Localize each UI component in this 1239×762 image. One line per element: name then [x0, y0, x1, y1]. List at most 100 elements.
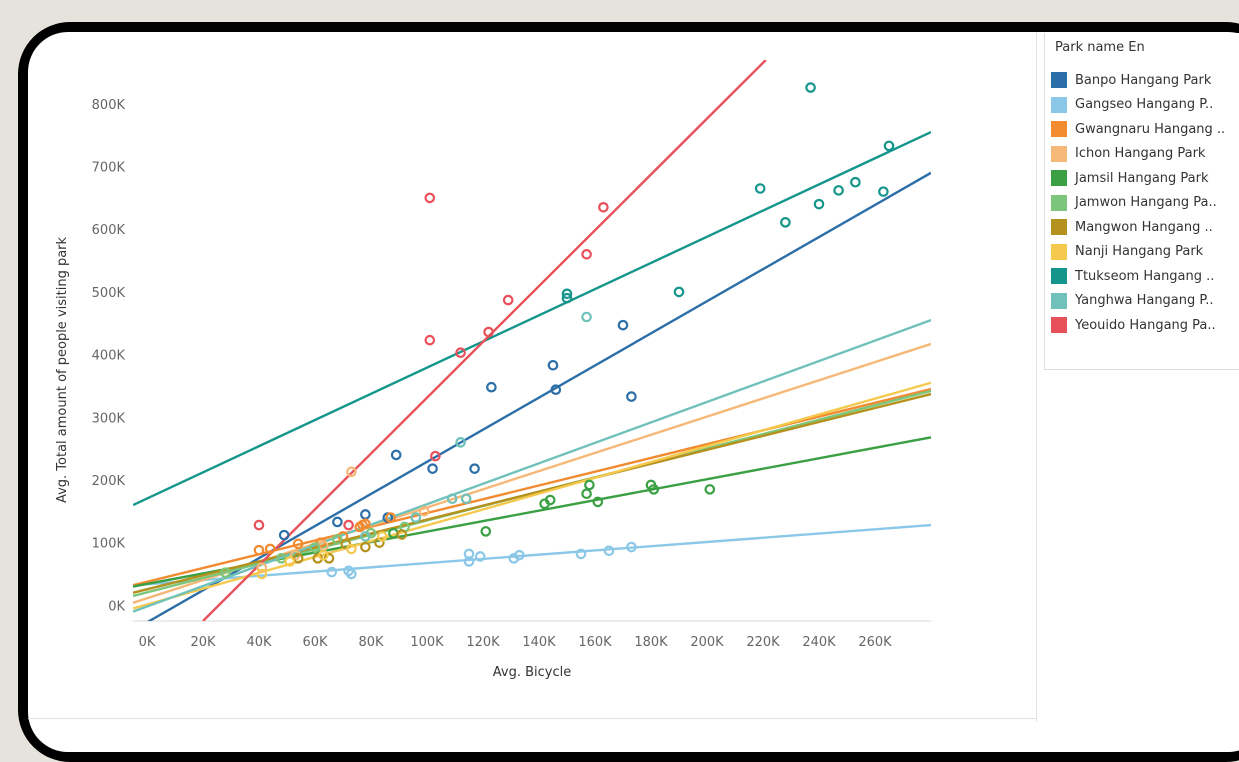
data-point[interactable]	[883, 140, 895, 152]
data-point[interactable]	[460, 493, 472, 505]
data-point[interactable]	[598, 202, 609, 213]
data-point[interactable]	[581, 311, 592, 323]
data-point[interactable]	[486, 381, 497, 393]
data-point[interactable]	[544, 494, 556, 506]
data-point[interactable]	[253, 519, 265, 531]
data-point[interactable]	[833, 185, 844, 196]
data-point[interactable]	[469, 463, 480, 474]
data-point[interactable]	[360, 531, 371, 542]
data-point[interactable]	[360, 509, 371, 520]
legend[interactable]: Park name En Banpo Hangang Park Gangseo H…	[1044, 33, 1239, 370]
legend-swatch	[1051, 243, 1067, 260]
data-point[interactable]	[626, 391, 637, 402]
data-point[interactable]	[346, 466, 357, 478]
x-tick-label: 140K	[522, 635, 556, 650]
data-point[interactable]	[346, 543, 357, 555]
data-point[interactable]	[581, 249, 592, 260]
data-point[interactable]	[514, 549, 525, 561]
data-point[interactable]	[264, 543, 276, 555]
data-point[interactable]	[410, 512, 422, 523]
data-point[interactable]	[332, 534, 343, 545]
data-point[interactable]	[561, 292, 573, 304]
legend-item[interactable]: Mangwon Hangang ..	[1051, 217, 1213, 237]
legend-item[interactable]: Gwangnaru Hangang ..	[1051, 119, 1225, 139]
data-point[interactable]	[343, 519, 354, 531]
data-point[interactable]	[592, 496, 604, 508]
data-point[interactable]	[360, 518, 371, 530]
data-point[interactable]	[502, 294, 514, 306]
data-points	[220, 82, 895, 580]
data-point[interactable]	[480, 526, 492, 537]
x-tick-label: 200K	[690, 635, 724, 650]
data-point[interactable]	[332, 516, 343, 528]
data-point[interactable]	[424, 192, 436, 204]
y-tick-label: 600K	[92, 223, 126, 238]
data-point[interactable]	[430, 450, 441, 462]
legend-item[interactable]: Gangseo Hangang P..	[1051, 95, 1213, 115]
legend-swatch	[1051, 219, 1067, 235]
data-point[interactable]	[673, 286, 685, 298]
data-point[interactable]	[427, 463, 438, 474]
legend-label: Mangwon Hangang ..	[1075, 219, 1213, 235]
legend-label: Ichon Hangang Park	[1075, 146, 1206, 161]
legend-item[interactable]: Ttukseom Hangang ..	[1051, 266, 1214, 286]
legend-item[interactable]: Ichon Hangang Park	[1051, 144, 1205, 164]
data-point[interactable]	[561, 288, 573, 300]
legend-title: Park name En	[1055, 40, 1145, 55]
data-point[interactable]	[617, 319, 629, 331]
data-point[interactable]	[396, 529, 408, 540]
legend-label: Ttukseom Hangang ..	[1075, 268, 1215, 284]
data-point[interactable]	[390, 449, 402, 461]
legend-item[interactable]: Yeouido Hangang Pa..	[1051, 315, 1216, 335]
x-axis-title: Avg. Bicycle	[493, 665, 571, 680]
data-point[interactable]	[780, 217, 791, 228]
data-point[interactable]	[483, 326, 494, 338]
legend-item[interactable]: Banpo Hangang Park	[1051, 70, 1211, 90]
data-point[interactable]	[424, 334, 436, 346]
data-point[interactable]	[309, 542, 321, 553]
data-point[interactable]	[278, 529, 290, 541]
legend-item[interactable]: Jamwon Hangang Pa..	[1051, 193, 1217, 213]
data-point[interactable]	[626, 541, 637, 553]
data-point[interactable]	[256, 568, 268, 580]
data-point[interactable]	[385, 512, 396, 523]
data-point[interactable]	[648, 484, 660, 495]
data-point[interactable]	[463, 556, 475, 567]
data-point[interactable]	[550, 384, 562, 396]
legend-item[interactable]: Yanghwa Hangang P..	[1051, 291, 1213, 311]
trend-line	[146, 171, 931, 621]
data-point[interactable]	[256, 562, 268, 574]
data-point[interactable]	[878, 186, 889, 197]
data-point[interactable]	[446, 493, 458, 505]
data-point[interactable]	[704, 484, 716, 495]
data-point[interactable]	[220, 567, 231, 579]
data-point[interactable]	[455, 437, 466, 448]
data-point[interactable]	[584, 479, 595, 491]
data-point[interactable]	[575, 548, 587, 560]
data-point[interactable]	[581, 488, 592, 500]
data-point[interactable]	[326, 566, 338, 578]
panel-divider	[1036, 32, 1037, 722]
data-point[interactable]	[850, 176, 861, 188]
legend-label: Gwangnaru Hangang ..	[1075, 121, 1226, 137]
data-point[interactable]	[805, 82, 816, 93]
data-point[interactable]	[455, 347, 466, 359]
data-point[interactable]	[603, 545, 615, 557]
data-point[interactable]	[754, 183, 766, 194]
legend-item[interactable]: Jamsil Hangang Park	[1051, 168, 1209, 188]
data-point[interactable]	[418, 506, 430, 517]
data-point[interactable]	[284, 556, 296, 567]
data-point[interactable]	[474, 551, 486, 562]
data-point[interactable]	[376, 531, 388, 542]
data-point[interactable]	[318, 549, 329, 561]
data-point[interactable]	[547, 359, 559, 371]
data-point[interactable]	[813, 198, 825, 210]
scatter-plot: 0K 100K 200K 300K 400K 500K 600K 700K 800K 0K 20K…	[55, 60, 931, 680]
data-point[interactable]	[346, 568, 357, 580]
data-point[interactable]	[360, 541, 371, 553]
legend-label: Gangseo Hangang P..	[1075, 97, 1214, 112]
data-point[interactable]	[253, 544, 265, 556]
data-point[interactable]	[292, 538, 304, 550]
legend-swatch	[1051, 292, 1067, 309]
legend-item[interactable]: Nanji Hangang Park	[1051, 242, 1203, 262]
